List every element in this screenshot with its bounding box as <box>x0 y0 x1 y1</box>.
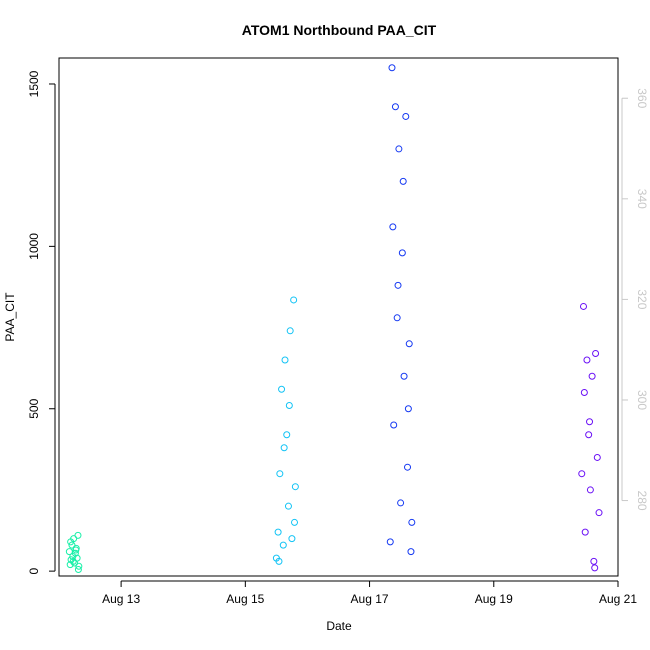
data-point <box>397 499 405 507</box>
y-tick-label: 500 <box>27 398 41 418</box>
data-point <box>592 350 600 358</box>
data-point <box>276 470 284 478</box>
plot-area <box>65 64 603 574</box>
x-tick-label: Aug 21 <box>599 592 637 606</box>
data-point <box>391 103 399 111</box>
data-point <box>395 145 403 153</box>
data-point <box>75 562 83 570</box>
data-point <box>285 401 293 409</box>
data-point <box>71 549 79 557</box>
data-point <box>586 418 594 426</box>
data-point <box>588 372 596 380</box>
axes: Aug 13 Aug 15 Aug 17 Aug 19 Aug 21 0 500 1000 15… <box>27 70 649 606</box>
data-point <box>67 538 75 546</box>
data-point <box>394 281 402 289</box>
data-point <box>581 528 589 536</box>
data-point <box>278 385 286 393</box>
data-point <box>404 463 412 471</box>
data-point <box>590 557 598 565</box>
y2-tick-label: 280 <box>635 491 649 511</box>
data-point <box>595 509 603 517</box>
data-point <box>279 541 287 549</box>
y2-tick-label: 320 <box>635 289 649 309</box>
y2-tick-label: 340 <box>635 189 649 209</box>
data-point <box>388 64 396 72</box>
data-point <box>405 340 413 348</box>
data-point <box>593 453 601 461</box>
data-point <box>585 431 593 439</box>
data-point <box>74 566 82 574</box>
data-point <box>286 327 294 335</box>
data-point <box>393 314 401 322</box>
data-point <box>408 518 416 526</box>
data-point <box>275 557 283 565</box>
y-axis-label: PAA_CIT <box>3 292 17 342</box>
data-point <box>280 444 288 452</box>
plot-frame <box>58 57 619 577</box>
data-point <box>68 541 76 549</box>
x-tick-label: Aug 19 <box>475 592 513 606</box>
data-point <box>583 356 591 364</box>
data-point <box>586 486 594 494</box>
data-point <box>390 421 398 429</box>
data-point <box>578 470 586 478</box>
x-tick-label: Aug 13 <box>102 592 140 606</box>
y-tick-label: 1500 <box>27 70 41 97</box>
data-point <box>69 557 77 565</box>
data-point <box>398 249 406 257</box>
x-axis-label: Date <box>326 619 352 633</box>
data-point <box>591 564 599 572</box>
data-point <box>274 528 282 536</box>
data-point <box>399 177 407 185</box>
data-point <box>290 296 298 304</box>
y2-tick-label: 360 <box>635 88 649 108</box>
y-tick-label: 1000 <box>27 233 41 260</box>
data-point <box>400 372 408 380</box>
data-point <box>288 535 296 543</box>
data-point <box>291 483 299 491</box>
data-point <box>579 302 587 310</box>
x-tick-label: Aug 15 <box>226 592 264 606</box>
y-tick-label: 0 <box>27 567 41 574</box>
data-point <box>283 431 291 439</box>
data-point <box>281 356 289 364</box>
data-point <box>404 405 412 413</box>
data-point <box>389 223 397 231</box>
data-point <box>72 546 80 554</box>
data-point <box>74 531 82 539</box>
data-point <box>284 502 292 510</box>
y2-tick-label: 300 <box>635 390 649 410</box>
data-point <box>580 389 588 397</box>
data-point <box>407 548 415 556</box>
chart-title: ATOM1 Northbound PAA_CIT <box>242 22 437 38</box>
x-tick-label: Aug 17 <box>351 592 389 606</box>
data-point <box>291 518 299 526</box>
data-point <box>402 112 410 120</box>
data-point <box>386 538 394 546</box>
